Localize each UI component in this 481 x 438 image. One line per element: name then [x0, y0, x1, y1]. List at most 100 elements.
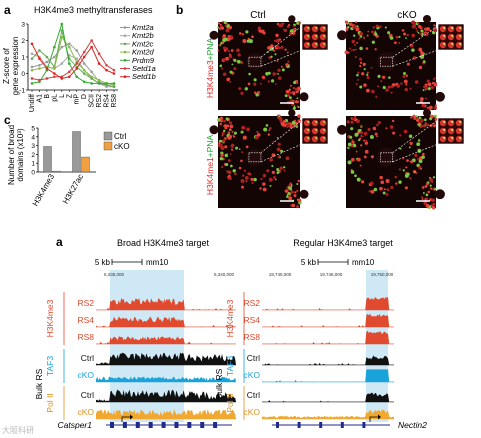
pna-signal-dot — [289, 88, 291, 91]
histone-signal-dot — [379, 175, 383, 180]
nucleus-dot — [439, 119, 447, 127]
histone-signal-dot — [297, 119, 302, 123]
pna-signal-dot — [238, 148, 241, 150]
pna-signal-dot — [420, 29, 424, 33]
coordinate-label: 5,340,000 — [214, 272, 235, 277]
a-x-tick-label: RS8 — [111, 94, 118, 108]
a-series-point — [82, 68, 86, 72]
histone-signal-dot — [277, 46, 281, 50]
zoom-region-box — [248, 56, 262, 67]
histone-signal-dot — [348, 22, 353, 27]
nucleus-dot — [319, 41, 327, 49]
histone-signal-dot — [365, 139, 368, 143]
pna-signal-dot — [422, 192, 425, 194]
histone-signal-dot — [228, 54, 233, 59]
histone-signal-dot — [242, 174, 245, 177]
a-legend-marker — [123, 50, 127, 54]
panel-b-row2-label: H3K4me1+PNA — [205, 135, 215, 196]
pna-signal-dot — [354, 174, 357, 178]
nucleus-dot — [319, 25, 327, 33]
histone-signal-dot — [354, 44, 356, 46]
histone-signal-dot — [414, 153, 418, 157]
pna-signal-dot — [388, 76, 391, 79]
histone-signal-dot — [260, 29, 265, 34]
a-series-point — [53, 45, 56, 49]
acrosome-dot — [307, 34, 310, 37]
histone-signal-dot — [425, 87, 428, 90]
tubule-lumen — [435, 189, 445, 200]
nucleus-dot — [311, 119, 319, 127]
histone-signal-dot — [222, 57, 226, 62]
pna-signal-dot — [276, 167, 280, 171]
pna-signal-dot — [369, 135, 374, 139]
track-label: RS4 — [77, 315, 94, 325]
pna-signal-dot — [217, 118, 221, 122]
acrosome-dot — [323, 128, 326, 131]
histone-signal-dot — [433, 77, 436, 80]
pna-signal-dot — [403, 72, 406, 75]
acrosome-dot — [459, 34, 462, 37]
histone-signal-dot — [418, 165, 422, 170]
histone-signal-dot — [351, 39, 355, 44]
pna-signal-dot — [217, 26, 220, 29]
signal-track — [96, 316, 236, 327]
svg-text:H3K4me1+PNA: H3K4me1+PNA — [205, 135, 215, 196]
a-series-point — [112, 72, 116, 75]
histone-signal-dot — [360, 135, 363, 137]
gene-exon — [319, 422, 323, 428]
histone-signal-dot — [417, 24, 422, 28]
a-series-point — [30, 68, 34, 72]
histone-signal-dot — [291, 124, 295, 129]
histone-signal-dot — [238, 87, 242, 91]
histone-signal-dot — [427, 82, 432, 87]
histone-signal-dot — [295, 100, 299, 104]
histone-signal-dot — [287, 60, 290, 63]
c-bar — [52, 170, 61, 173]
zoom-guide-line — [260, 143, 303, 163]
histone-signal-dot — [426, 79, 430, 83]
a-series-point — [67, 70, 71, 74]
acrosome-dot — [443, 26, 446, 29]
histone-signal-dot — [253, 91, 257, 95]
acrosome-dot — [443, 136, 446, 139]
histone-signal-dot — [363, 131, 368, 136]
acrosome-dot — [451, 136, 454, 139]
histone-signal-dot — [257, 26, 261, 30]
tubule-lumen — [209, 30, 219, 40]
histone-signal-dot — [217, 22, 221, 25]
nucleus-dot — [455, 119, 463, 127]
pna-signal-dot — [235, 146, 239, 150]
histone-signal-dot — [358, 37, 361, 40]
histone-signal-dot — [406, 33, 409, 37]
a-legend-label: Kmt2a — [132, 23, 154, 32]
histone-signal-dot — [359, 57, 363, 61]
pna-signal-dot — [417, 148, 422, 153]
gene-name: Catsper1 — [58, 420, 93, 430]
histone-signal-dot — [221, 131, 225, 136]
histone-signal-dot — [286, 123, 291, 128]
pna-signal-dot — [293, 105, 296, 108]
a-series-point — [97, 52, 101, 55]
histone-signal-dot — [231, 130, 234, 133]
histone-signal-dot — [405, 186, 408, 190]
nucleus-dot — [319, 135, 327, 143]
pna-signal-dot — [425, 193, 429, 197]
a-series-point — [105, 63, 108, 67]
histone-signal-dot — [372, 26, 375, 29]
histone-signal-dot — [280, 122, 285, 127]
pna-signal-dot — [359, 35, 363, 38]
acrosome-dot — [443, 34, 446, 37]
histone-signal-dot — [348, 146, 351, 149]
histone-signal-dot — [297, 114, 301, 118]
histone-signal-dot — [423, 124, 426, 128]
histone-signal-dot — [295, 189, 299, 193]
pna-signal-dot — [223, 129, 226, 133]
histone-signal-dot — [234, 172, 237, 176]
histone-signal-dot — [254, 135, 259, 140]
acrosome-dot — [459, 128, 462, 131]
histone-signal-dot — [368, 190, 371, 193]
histone-signal-dot — [374, 132, 378, 136]
a-series-point — [53, 72, 56, 75]
histone-signal-dot — [268, 129, 270, 132]
histone-signal-dot — [285, 63, 289, 67]
